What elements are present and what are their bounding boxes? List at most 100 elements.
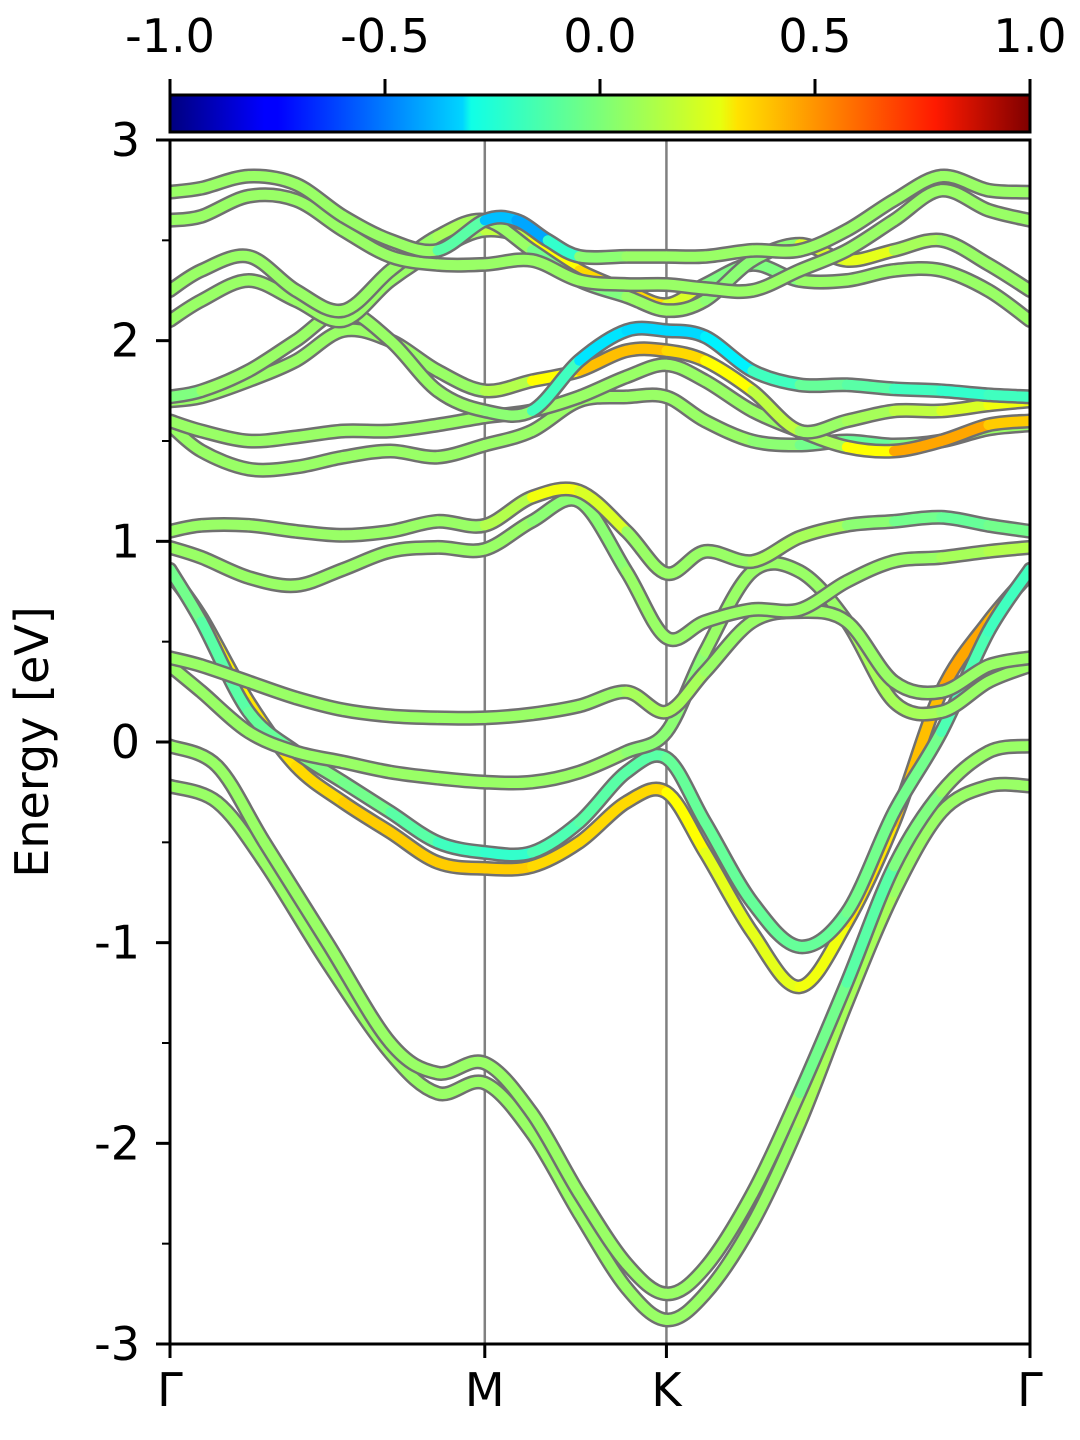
band-segment [794, 379, 852, 391]
band-segment [700, 283, 758, 297]
band-segment [621, 389, 672, 402]
band-segment [700, 1188, 758, 1273]
band-segment [479, 1078, 537, 1139]
plot-frame [168, 138, 1032, 1346]
band-segment [661, 753, 711, 828]
band-segment [574, 486, 632, 537]
band-segment [747, 1118, 805, 1229]
band-segment [243, 462, 301, 476]
y-axis-ticks: -3 -2 -1 0 1 2 3 [94, 113, 170, 1371]
band-segment [621, 323, 672, 336]
band-segment [889, 383, 947, 396]
band-segment [983, 652, 1030, 671]
band-segment [243, 520, 301, 537]
band-segment [661, 1288, 711, 1325]
band-segment [574, 496, 632, 577]
band-segment [479, 1058, 537, 1119]
band-segment [527, 1128, 585, 1219]
x-tick-label: Γ [1017, 1363, 1043, 1417]
band-segment [259, 857, 333, 968]
band-segment [841, 616, 899, 687]
band-segment [661, 787, 711, 858]
band-segment [432, 773, 490, 788]
band-segment [574, 1188, 632, 1269]
band-segment [661, 279, 711, 294]
band-segment [983, 259, 1030, 296]
band-segment [385, 419, 443, 436]
colorbar-tick-label: -1.0 [125, 9, 215, 63]
band-segment [243, 189, 301, 206]
band-segment [983, 205, 1030, 226]
band-segment [889, 807, 947, 898]
band-segment [243, 432, 301, 447]
band-segment [574, 1208, 632, 1293]
band-segment [747, 436, 805, 450]
band-segment [841, 861, 899, 988]
y-tick-label: -2 [94, 1116, 140, 1170]
band-segment [794, 275, 852, 288]
band-segment [385, 710, 443, 723]
band-segment [170, 564, 207, 627]
colorbar-tick-label: 0.5 [778, 9, 851, 63]
band-segment [700, 847, 758, 938]
band-segment [170, 781, 223, 808]
band-segment [700, 566, 758, 657]
band-segment [983, 520, 1030, 537]
band-segment [527, 1108, 585, 1199]
band-segment [700, 616, 758, 677]
band-segment [936, 385, 994, 400]
band-segment [983, 779, 1030, 792]
band-segment [574, 251, 632, 263]
band-segment [385, 767, 443, 784]
colorbar-tick-label: 1.0 [993, 9, 1066, 63]
band-segment [841, 516, 899, 531]
y-tick-label: 0 [111, 715, 140, 769]
band-segment [983, 660, 1030, 687]
band-segment [983, 564, 1030, 637]
band-segment [661, 666, 711, 717]
band-segment [479, 254, 537, 270]
band-segment [983, 285, 1030, 326]
band-2 [170, 738, 1030, 1302]
band-11 [170, 322, 1030, 440]
band-segment [479, 861, 537, 875]
band-6 [170, 604, 1030, 726]
y-axis-label: Energy [eV] [5, 606, 59, 877]
band-segment [983, 542, 1030, 557]
band-5 [170, 555, 1030, 791]
y-tick-label: 3 [111, 113, 140, 167]
band-16 [170, 168, 1030, 266]
band-segment [290, 526, 349, 541]
band-segment [841, 887, 899, 1008]
band-segment [841, 379, 899, 394]
band-segment [889, 512, 947, 527]
band-segment [889, 727, 947, 818]
band-segment [170, 741, 223, 772]
band-segment [621, 566, 672, 643]
band-segment [527, 355, 585, 416]
band-segment [338, 526, 396, 541]
band-segment [889, 405, 947, 417]
band-segment [936, 546, 994, 563]
band-segment [661, 1262, 711, 1299]
band-segment [794, 977, 852, 1099]
band-segment [889, 552, 947, 567]
plot-area: -3 -2 -1 0 1 2 3 Γ M K Γ Energy [eV] [5, 113, 1043, 1417]
band-7 [170, 491, 1030, 648]
x-tick-label: K [651, 1363, 683, 1417]
band-segment [621, 343, 672, 356]
band-segment [385, 542, 443, 557]
band-segment [432, 857, 490, 874]
band-8 [170, 481, 1030, 582]
band-segment [794, 997, 852, 1129]
band-segment [983, 741, 1030, 757]
y-tick-label: 1 [111, 514, 140, 568]
bands [170, 168, 1030, 1328]
band-segment [338, 425, 396, 437]
band-1 [170, 776, 1030, 1328]
band-segment [747, 1088, 805, 1199]
band-segment [700, 1218, 758, 1299]
band-segment [385, 335, 443, 396]
band-segment [889, 263, 947, 276]
band-segment [700, 817, 758, 908]
